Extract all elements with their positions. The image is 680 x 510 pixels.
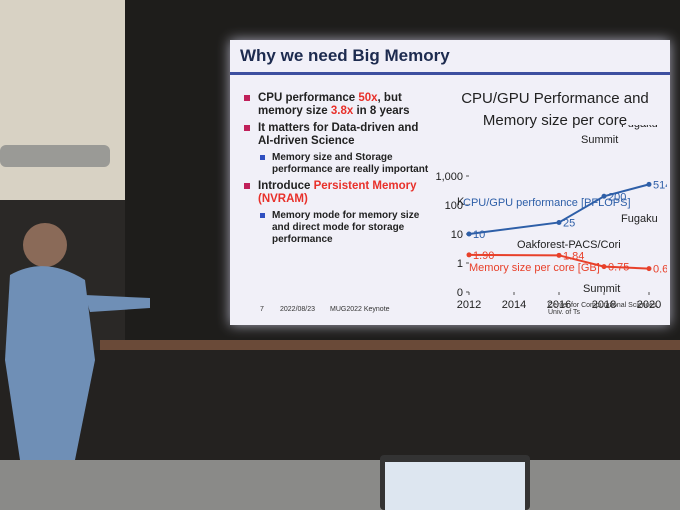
series-line xyxy=(468,253,650,270)
title-rule xyxy=(230,72,670,75)
y-tick-label: 10 xyxy=(451,229,463,241)
x-tick-label: 2018 xyxy=(592,299,616,311)
event: MUG2022 Keynote xyxy=(330,306,390,313)
bullet-text: Persistent Memory (NVRAM) xyxy=(258,180,417,205)
point xyxy=(556,219,562,225)
point xyxy=(601,264,607,270)
bullet-text: 3.8x xyxy=(330,105,354,117)
annotation: Summit xyxy=(583,283,620,295)
chart-title: CPU/GPU Performance and Memory size per … xyxy=(461,90,649,129)
org: Center for Computational Sciences, Univ.… xyxy=(548,302,659,316)
slide-title: Why we need Big Memory xyxy=(240,46,450,65)
bullet-text: Memory mode for memory size and direct m… xyxy=(272,210,420,245)
x-tick-label: 2014 xyxy=(502,299,526,311)
annotation: Fugaku xyxy=(621,213,658,225)
value-label: 0.64 xyxy=(653,264,667,276)
point xyxy=(601,193,607,199)
legend-label: Memory size per core [GB] xyxy=(469,262,600,274)
legend-label: CPU/GPU performance [PFLOPS] xyxy=(463,197,631,209)
annotation: Oakforest-PACS/Cori xyxy=(517,239,621,251)
value-label: 200 xyxy=(608,191,626,203)
value-label: 1.84 xyxy=(563,250,584,262)
bullet-text: in 8 years xyxy=(353,105,410,117)
x-tick-label: 2012 xyxy=(457,299,481,311)
bullet-text: 50x xyxy=(358,92,378,104)
value-label: 25 xyxy=(563,217,575,229)
bullet: It matters for Data-driven and AI-driven… xyxy=(244,122,434,148)
point xyxy=(556,252,562,258)
bullet: Introduce Persistent Memory (NVRAM) xyxy=(244,180,434,206)
date: 2022/08/23 xyxy=(280,306,316,313)
bullet-text: Introduce xyxy=(258,180,314,192)
bullet-text: , but memory size xyxy=(258,92,402,117)
value-label: 1.90 xyxy=(473,250,494,262)
annotation: Fugaku xyxy=(621,125,658,130)
annotation: Summit xyxy=(581,134,618,146)
bullet: Memory size and Storage performance are … xyxy=(260,152,434,176)
y-tick-label: 0 xyxy=(457,287,463,299)
bullet: Memory mode for memory size and direct m… xyxy=(260,210,434,246)
bullets: CPU performance 50x, but memory size 3.8… xyxy=(244,92,434,250)
value-label: 0.75 xyxy=(608,262,629,274)
y-tick-label: 1 xyxy=(457,258,463,270)
point xyxy=(466,252,472,258)
bullet-text: It matters for Data-driven and AI-driven… xyxy=(258,122,419,147)
value-label: 10 xyxy=(473,229,485,241)
page-number: 7 xyxy=(260,306,264,313)
bullet: CPU performance 50x, but memory size 3.8… xyxy=(244,92,434,118)
bullet-text: Memory size and Storage performance are … xyxy=(272,152,429,175)
series-line xyxy=(468,183,650,235)
point xyxy=(466,231,472,237)
point xyxy=(646,266,652,272)
annotation: K xyxy=(457,196,465,208)
y-tick-label: 1,000 xyxy=(435,171,463,183)
bullet-text: CPU performance xyxy=(258,92,359,104)
x-tick-label: 2016 xyxy=(547,299,571,311)
value-label: 514 xyxy=(653,179,667,191)
x-tick-label: 2020 xyxy=(637,299,661,311)
point xyxy=(646,181,652,187)
y-tick-label: 100 xyxy=(445,200,463,212)
slide: Why we need Big Memory CPU performance 5… xyxy=(230,40,670,325)
